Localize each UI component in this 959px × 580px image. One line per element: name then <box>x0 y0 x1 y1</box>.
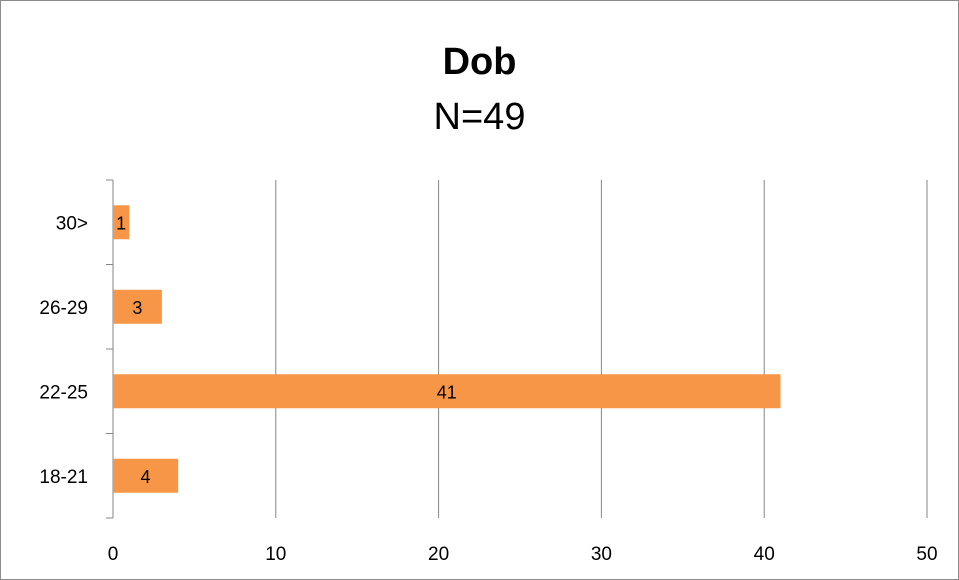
bars <box>113 205 780 493</box>
x-tick-label-20: 20 <box>428 544 449 565</box>
y-tick-label-26-29: 26-29 <box>39 298 88 319</box>
x-tick-label-10: 10 <box>265 544 286 565</box>
data-label-22-25: 41 <box>437 382 457 402</box>
data-labels: 4 41 3 1 <box>116 213 457 487</box>
gridlines <box>276 180 927 518</box>
y-tick-label-22-25: 22-25 <box>39 382 88 403</box>
x-tick-label-0: 0 <box>108 544 119 565</box>
y-tick-label-18-21: 18-21 <box>39 467 88 488</box>
y-tick-label-30>: 30> <box>56 213 88 234</box>
x-tick-labels: 0 10 20 30 40 50 <box>108 544 938 565</box>
data-label-30>: 1 <box>116 213 126 233</box>
x-tick-label-30: 30 <box>591 544 612 565</box>
data-label-18-21: 4 <box>141 467 151 487</box>
x-tick-label-40: 40 <box>754 544 775 565</box>
data-label-26-29: 3 <box>132 298 142 318</box>
axes <box>106 180 113 518</box>
x-tick-label-50: 50 <box>916 544 937 565</box>
y-tick-labels: 18-21 22-25 26-29 30> <box>39 213 88 488</box>
